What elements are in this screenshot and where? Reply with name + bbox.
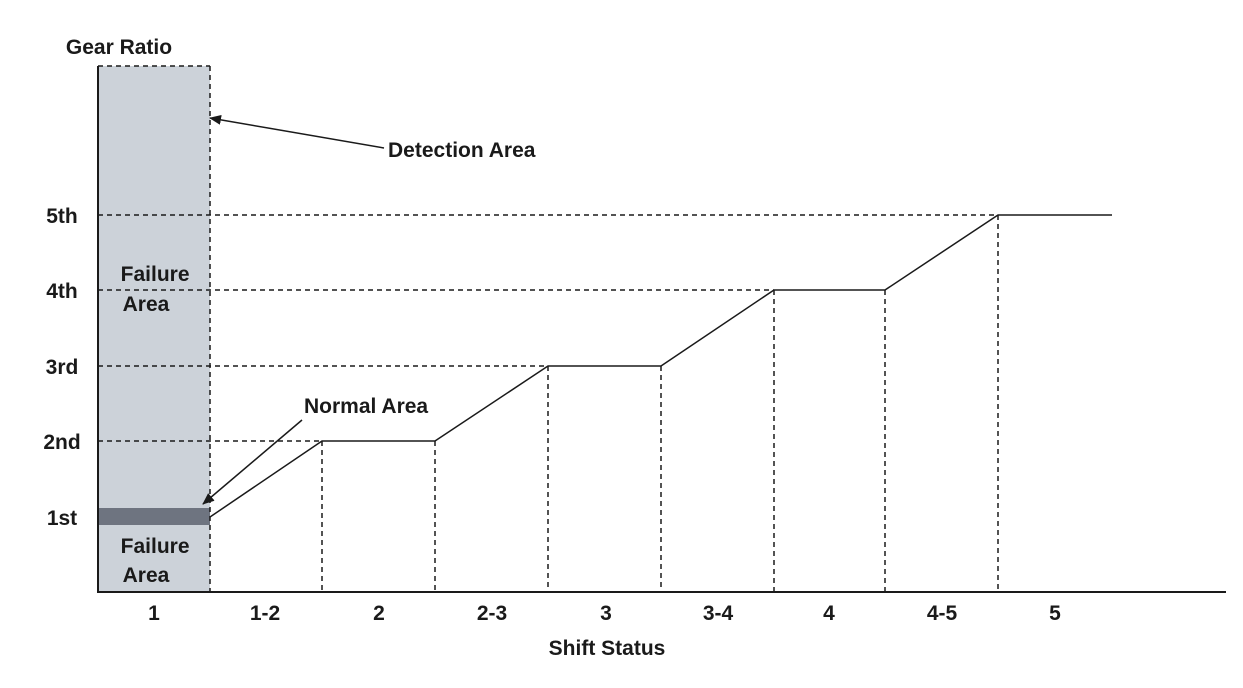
failure-area-upper-label: Failure Area xyxy=(121,263,196,316)
detection-area-arrow xyxy=(209,114,385,149)
x-tick-label-3-4: 3-4 xyxy=(703,602,734,625)
gear-ratio-line xyxy=(209,214,1112,518)
failure-area-lower-label: Failure Area xyxy=(121,535,196,587)
x-tick-label-4: 4 xyxy=(823,602,835,625)
horizontal-guides xyxy=(98,214,998,442)
x-tick-label-2-3: 2-3 xyxy=(477,602,507,625)
vertical-guides xyxy=(321,215,999,592)
x-tick-label-5: 5 xyxy=(1049,602,1061,625)
x-tick-label-2: 2 xyxy=(373,602,385,625)
normal-area-arrow xyxy=(202,419,303,505)
x-axis-title: Shift Status xyxy=(549,637,666,660)
y-tick-label-3rd: 3rd xyxy=(46,356,79,379)
x-tick-label-1-2: 1-2 xyxy=(250,602,280,625)
y-tick-labels: 1st 2nd 3rd 4th 5th xyxy=(43,205,80,530)
x-tick-label-3: 3 xyxy=(600,602,612,625)
detection-area-region xyxy=(98,66,210,592)
y-axis-title: Gear Ratio xyxy=(66,36,172,59)
y-tick-label-1st: 1st xyxy=(47,507,77,530)
normal-area-label: Normal Area xyxy=(304,395,428,418)
x-tick-label-1: 1 xyxy=(148,602,160,625)
y-tick-label-5th: 5th xyxy=(46,205,78,228)
x-tick-label-4-5: 4-5 xyxy=(927,602,958,625)
y-tick-label-2nd: 2nd xyxy=(43,431,80,454)
detection-area-label: Detection Area xyxy=(388,139,536,162)
y-tick-label-4th: 4th xyxy=(46,280,78,303)
normal-area-band xyxy=(98,508,210,525)
x-tick-labels: 1 1-2 2 2-3 3 3-4 4 4-5 5 xyxy=(148,602,1061,625)
